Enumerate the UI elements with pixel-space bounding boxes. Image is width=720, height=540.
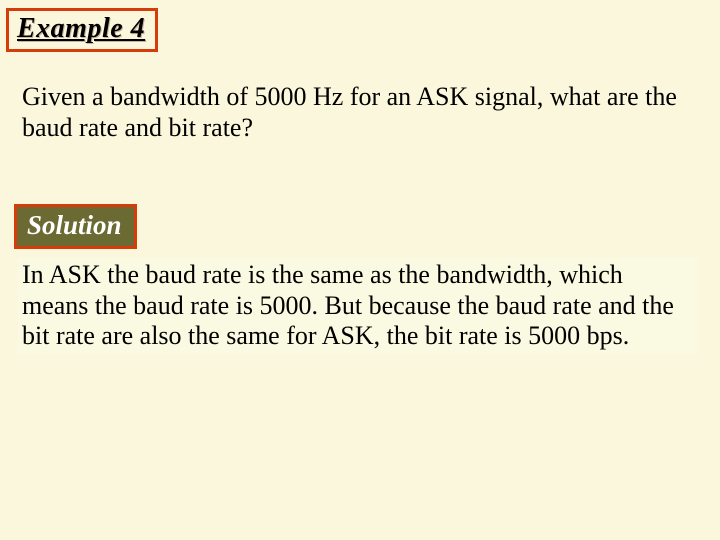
example-heading: Example 4 — [17, 13, 145, 44]
solution-heading-box: Solution — [14, 204, 137, 249]
slide: Example 4 Given a bandwidth of 5000 Hz f… — [0, 0, 720, 540]
example-heading-box: Example 4 — [6, 8, 158, 52]
solution-heading: Solution — [27, 210, 122, 240]
answer-text: In ASK the baud rate is the same as the … — [18, 258, 698, 354]
question-text: Given a bandwidth of 5000 Hz for an ASK … — [22, 82, 690, 143]
